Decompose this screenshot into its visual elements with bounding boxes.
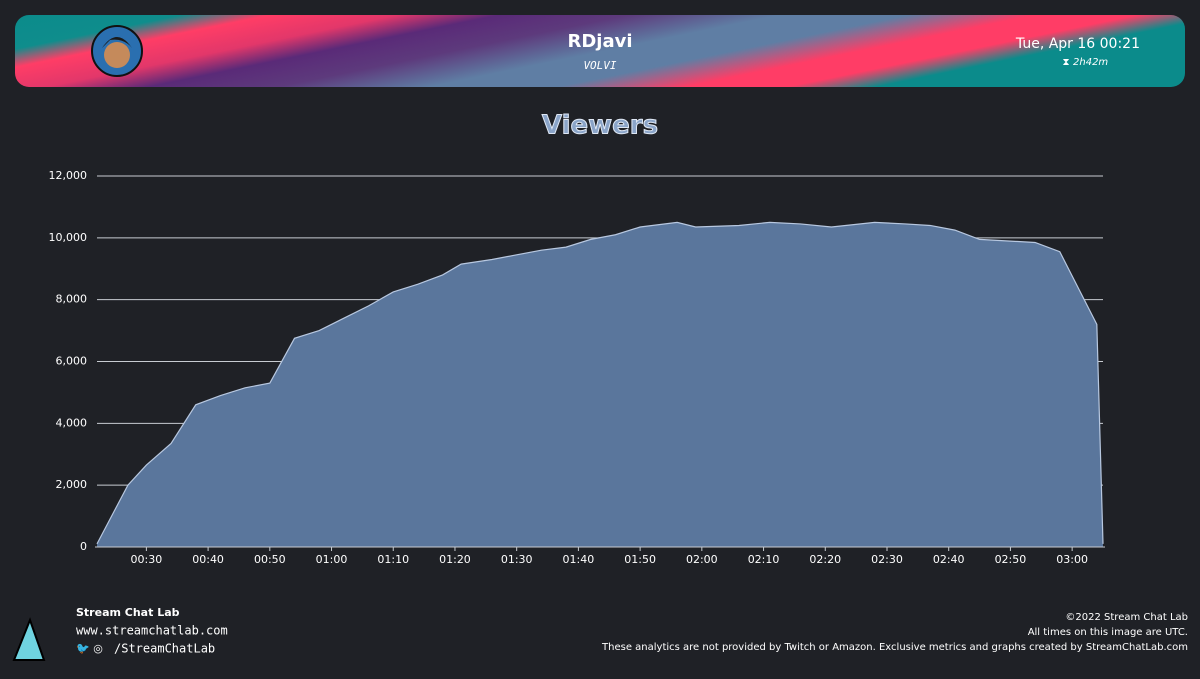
logo <box>12 617 46 661</box>
y-tick-label: 8,000 <box>56 293 88 306</box>
stream-date: Tue, Apr 16 00:21 <box>1015 36 1140 52</box>
streamer-name: RDjavi <box>567 31 632 52</box>
y-tick-label: 4,000 <box>56 416 88 429</box>
x-tick-label: 01:10 <box>377 553 409 566</box>
x-tick-label: 00:40 <box>192 553 224 566</box>
social-icons: 🐦 ◎ <box>76 642 103 655</box>
x-tick-label: 01:50 <box>624 553 656 566</box>
avatar-face <box>104 42 130 68</box>
social-handle: /StreamChatLab <box>114 642 215 656</box>
x-tick-label: 02:30 <box>871 553 903 566</box>
area-line <box>96 221 1104 545</box>
y-tick-label: 6,000 <box>56 355 88 368</box>
x-tick-label: 02:20 <box>809 553 841 566</box>
stream-duration: 2h42m <box>1073 57 1108 68</box>
chart-title: Viewers <box>542 111 658 141</box>
x-tick-label: 01:40 <box>563 553 595 566</box>
x-tick-label: 02:50 <box>995 553 1027 566</box>
brand-name: Stream Chat Lab <box>76 606 180 619</box>
x-tick-label: 00:50 <box>254 553 286 566</box>
x-tick-label: 01:00 <box>316 553 348 566</box>
x-tick-label: 01:20 <box>439 553 471 566</box>
hourglass-icon: ⧗ <box>1062 57 1069 68</box>
brand-url: www.streamchatlab.com <box>76 624 228 638</box>
utc-note: All times on this image are UTC. <box>1028 627 1188 638</box>
disclaimer: These analytics are not provided by Twit… <box>601 642 1188 653</box>
x-tick-label: 02:10 <box>748 553 780 566</box>
stream-title: VOLVI <box>583 59 616 72</box>
y-tick-label: 10,000 <box>49 231 88 244</box>
area-fill <box>97 222 1103 547</box>
avatar-hair <box>102 37 132 48</box>
x-tick-label: 02:00 <box>686 553 718 566</box>
x-tick-label: 00:30 <box>131 553 163 566</box>
y-tick-label: 12,000 <box>49 169 88 182</box>
x-tick-label: 02:40 <box>933 553 965 566</box>
copyright: ©2022 Stream Chat Lab <box>1065 612 1188 623</box>
x-tick-label: 03:00 <box>1056 553 1088 566</box>
plot: 0 2,000 4,000 6,000 8,000 10,000 12,000 00:30 00… <box>49 169 1105 566</box>
header-bar <box>15 15 1185 87</box>
y-tick-label: 0 <box>80 540 87 553</box>
x-tick-label: 01:30 <box>501 553 533 566</box>
y-tick-label: 2,000 <box>56 478 88 491</box>
